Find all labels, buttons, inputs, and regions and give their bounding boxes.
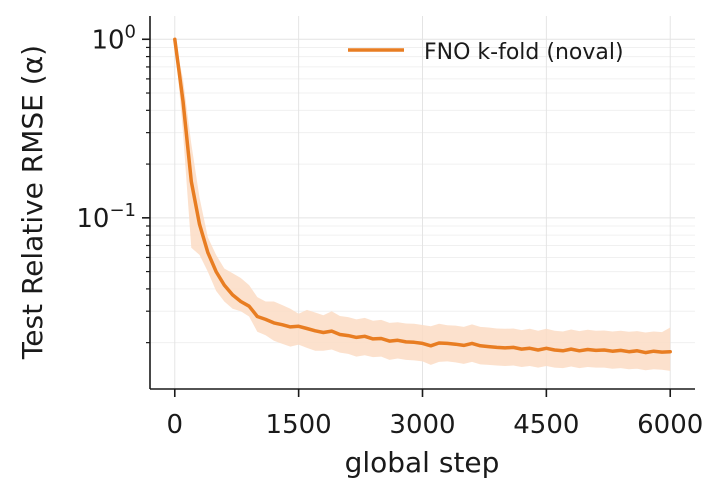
y-tick-label: 100 — [91, 21, 136, 55]
confidence-band — [174, 39, 671, 371]
x-tick-label: 6000 — [637, 410, 703, 440]
legend-label: FNO k-fold (noval) — [424, 40, 624, 65]
x-tick-label: 4500 — [513, 410, 579, 440]
x-tick-label: 1500 — [266, 410, 332, 440]
confidence-band-area — [174, 39, 671, 371]
legend: FNO k-fold (noval) — [348, 40, 624, 65]
grid — [150, 16, 695, 389]
x-tick-label: 0 — [166, 410, 183, 440]
y-tick-label: 10−1 — [76, 200, 136, 234]
series-line-path — [173, 37, 672, 355]
y-tick-exponent: −1 — [109, 200, 136, 221]
x-tick-label: 3000 — [389, 410, 455, 440]
x-axis-ticks: 0 1500 3000 4500 6000 — [166, 389, 703, 440]
y-tick-exponent: 0 — [125, 21, 136, 42]
y-axis-label: Test Relative RMSE (α) — [16, 45, 49, 360]
x-axis-label: global step — [345, 446, 500, 479]
series-line — [173, 37, 672, 355]
y-axis-ticks: 10−1 100 — [76, 21, 150, 344]
